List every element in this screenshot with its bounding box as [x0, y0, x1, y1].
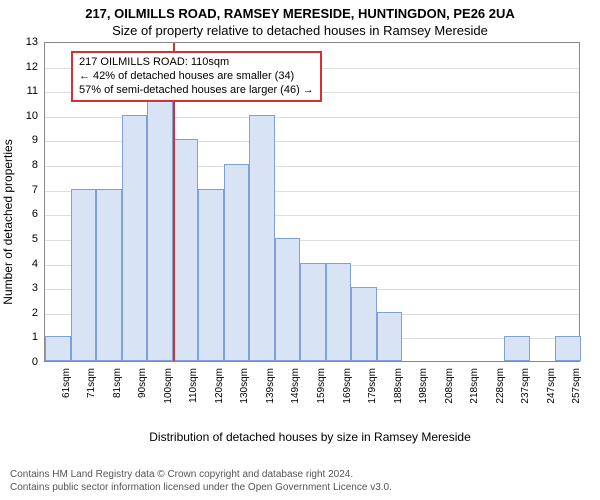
- y-tick: 8: [32, 159, 38, 171]
- x-tick: 159sqm: [316, 368, 327, 404]
- x-tick: 218sqm: [469, 368, 480, 404]
- bar: [504, 336, 530, 361]
- bar: [275, 238, 301, 361]
- address-title: 217, OILMILLS ROAD, RAMSEY MERESIDE, HUN…: [0, 0, 600, 21]
- y-tick: 1: [32, 331, 38, 343]
- y-tick: 7: [32, 184, 38, 196]
- x-tick: 179sqm: [367, 368, 378, 404]
- chart-container: Number of detached properties 0123456789…: [40, 42, 580, 402]
- y-tick: 6: [32, 208, 38, 220]
- bar: [300, 263, 326, 361]
- x-tick: 130sqm: [239, 368, 250, 404]
- x-axis-label: Distribution of detached houses by size …: [40, 430, 580, 444]
- bar: [45, 336, 71, 361]
- bar: [377, 312, 403, 361]
- x-tick: 81sqm: [112, 368, 123, 398]
- x-tick: 257sqm: [571, 368, 582, 404]
- footer-line1: Contains HM Land Registry data © Crown c…: [10, 468, 392, 481]
- annotation-line1: 217 OILMILLS ROAD: 110sqm: [79, 56, 314, 70]
- bar: [71, 189, 97, 361]
- bar: [198, 189, 224, 361]
- y-tick: 0: [32, 356, 38, 368]
- bar: [351, 287, 377, 361]
- bar: [173, 139, 199, 361]
- bar: [249, 115, 275, 361]
- x-tick-labels: 61sqm 71sqm 81sqm 90sqm 100sqm 110sqm 120sqm 13…: [44, 366, 580, 402]
- chart-subtitle: Size of property relative to detached ho…: [0, 21, 600, 42]
- y-axis-label: Number of detached properties: [1, 139, 15, 304]
- y-tick: 11: [27, 85, 38, 97]
- annotation-line2: ← 42% of detached houses are smaller (34…: [79, 70, 314, 84]
- license-footer: Contains HM Land Registry data © Crown c…: [10, 468, 392, 494]
- x-tick: 61sqm: [61, 368, 72, 398]
- bar: [555, 336, 581, 361]
- x-tick: 237sqm: [520, 368, 531, 404]
- x-tick: 228sqm: [495, 368, 506, 404]
- x-tick: 247sqm: [546, 368, 557, 404]
- annotation-box: 217 OILMILLS ROAD: 110sqm ← 42% of detac…: [71, 51, 322, 102]
- bar: [224, 164, 250, 361]
- bar: [326, 263, 352, 361]
- x-tick: 198sqm: [418, 368, 429, 404]
- x-tick: 139sqm: [265, 368, 276, 404]
- y-tick: 13: [26, 36, 38, 48]
- footer-line2: Contains public sector information licen…: [10, 481, 392, 494]
- x-tick: 169sqm: [342, 368, 353, 404]
- x-tick: 208sqm: [444, 368, 455, 404]
- x-tick: 71sqm: [86, 368, 97, 398]
- x-tick: 90sqm: [137, 368, 148, 398]
- bar: [96, 189, 122, 361]
- y-tick: 10: [26, 110, 38, 122]
- y-tick-labels: 012345678910111213: [18, 42, 38, 402]
- x-tick: 149sqm: [290, 368, 301, 404]
- x-tick: 188sqm: [393, 368, 404, 404]
- bar: [147, 90, 173, 361]
- y-tick: 5: [32, 233, 38, 245]
- y-tick: 2: [32, 307, 38, 319]
- y-tick: 4: [32, 258, 38, 270]
- x-tick: 100sqm: [163, 368, 174, 404]
- bar: [122, 115, 148, 361]
- annotation-line3: 57% of semi-detached houses are larger (…: [79, 84, 314, 98]
- plot-area: 217 OILMILLS ROAD: 110sqm ← 42% of detac…: [44, 42, 580, 362]
- x-tick: 120sqm: [214, 368, 225, 404]
- y-tick: 9: [32, 134, 38, 146]
- x-tick: 110sqm: [188, 368, 199, 403]
- y-tick: 3: [32, 282, 38, 294]
- y-tick: 12: [26, 61, 38, 73]
